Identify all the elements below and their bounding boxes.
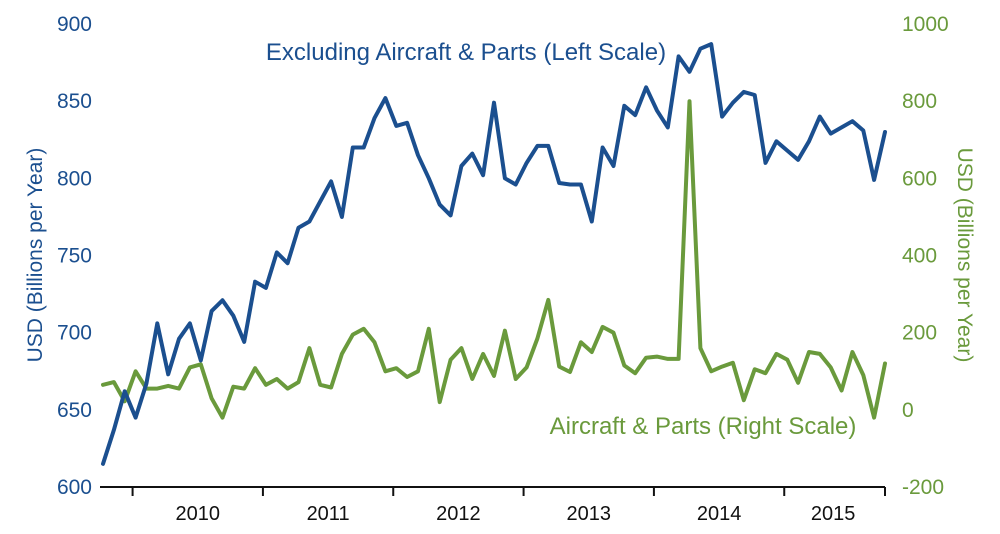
x-tick-label: 2012: [436, 503, 481, 525]
x-tick-label: 2015: [811, 503, 856, 525]
x-tick-label: 2014: [697, 503, 742, 525]
x-tick-label: 2010: [176, 503, 221, 525]
series-label-excluding-aircraft: Excluding Aircraft & Parts (Left Scale): [266, 39, 666, 66]
x-axis-ticks: 2010 2011 2012 2013 2014 2015: [131, 487, 886, 525]
right-tick-label: 200: [902, 322, 937, 345]
series-label-aircraft-parts: Aircraft & Parts (Right Scale): [550, 413, 857, 440]
x-tick-label: 2013: [567, 503, 612, 525]
right-tick-label: 400: [902, 245, 937, 268]
series-line-aircraft-parts: [101, 99, 887, 420]
left-tick-label: 750: [57, 245, 92, 268]
right-tick-label: 600: [902, 167, 937, 190]
left-axis-title: USD (Billions per Year): [24, 148, 47, 363]
right-tick-label: 0: [902, 399, 914, 422]
left-tick-label: 900: [57, 13, 92, 36]
right-tick-label: -200: [902, 476, 944, 499]
left-tick-label: 600: [57, 476, 92, 499]
left-tick-label: 650: [57, 399, 92, 422]
right-tick-label: 800: [902, 90, 937, 113]
right-axis-title: USD (Billions per Year): [953, 148, 976, 363]
series-line-excluding-aircraft: [101, 42, 887, 466]
left-axis-ticks: 600 650 700 750 800 850 900: [57, 13, 92, 499]
right-axis-ticks: -200 0 200 400 600 800 1000: [902, 13, 949, 499]
left-tick-label: 700: [57, 322, 92, 345]
right-tick-label: 1000: [902, 13, 949, 36]
left-tick-label: 850: [57, 90, 92, 113]
left-tick-label: 800: [57, 167, 92, 190]
x-tick-label: 2011: [307, 503, 350, 525]
series-layer: [101, 42, 887, 466]
